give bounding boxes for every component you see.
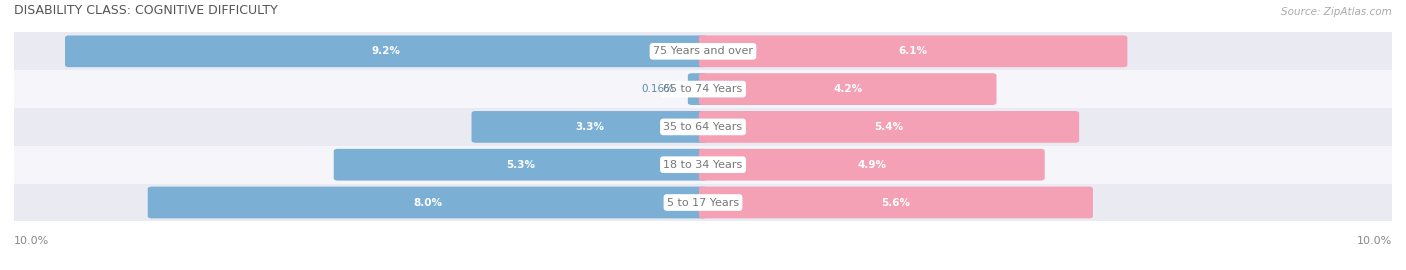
FancyBboxPatch shape <box>333 149 707 181</box>
FancyBboxPatch shape <box>65 35 707 67</box>
FancyBboxPatch shape <box>14 32 1392 70</box>
FancyBboxPatch shape <box>688 73 707 105</box>
Text: 65 to 74 Years: 65 to 74 Years <box>664 84 742 94</box>
Text: 3.3%: 3.3% <box>575 122 603 132</box>
Text: 10.0%: 10.0% <box>14 236 49 246</box>
Text: DISABILITY CLASS: COGNITIVE DIFFICULTY: DISABILITY CLASS: COGNITIVE DIFFICULTY <box>14 4 278 17</box>
FancyBboxPatch shape <box>699 111 1080 143</box>
Text: 75 Years and over: 75 Years and over <box>652 46 754 56</box>
Text: 5 to 17 Years: 5 to 17 Years <box>666 197 740 208</box>
Text: 4.9%: 4.9% <box>858 160 886 170</box>
Text: 9.2%: 9.2% <box>371 46 401 56</box>
FancyBboxPatch shape <box>699 35 1128 67</box>
Text: 4.2%: 4.2% <box>834 84 862 94</box>
FancyBboxPatch shape <box>14 146 1392 184</box>
FancyBboxPatch shape <box>14 70 1392 108</box>
FancyBboxPatch shape <box>471 111 707 143</box>
Text: 5.4%: 5.4% <box>875 122 904 132</box>
Text: 18 to 34 Years: 18 to 34 Years <box>664 160 742 170</box>
Text: Source: ZipAtlas.com: Source: ZipAtlas.com <box>1281 7 1392 17</box>
FancyBboxPatch shape <box>699 73 997 105</box>
Text: 5.3%: 5.3% <box>506 160 534 170</box>
Text: 35 to 64 Years: 35 to 64 Years <box>664 122 742 132</box>
Text: 6.1%: 6.1% <box>898 46 928 56</box>
Text: 10.0%: 10.0% <box>1357 236 1392 246</box>
Text: 5.6%: 5.6% <box>882 197 911 208</box>
FancyBboxPatch shape <box>699 187 1092 218</box>
FancyBboxPatch shape <box>14 108 1392 146</box>
FancyBboxPatch shape <box>14 184 1392 221</box>
Text: 8.0%: 8.0% <box>413 197 441 208</box>
FancyBboxPatch shape <box>699 149 1045 181</box>
Text: 0.16%: 0.16% <box>641 84 675 94</box>
FancyBboxPatch shape <box>148 187 707 218</box>
